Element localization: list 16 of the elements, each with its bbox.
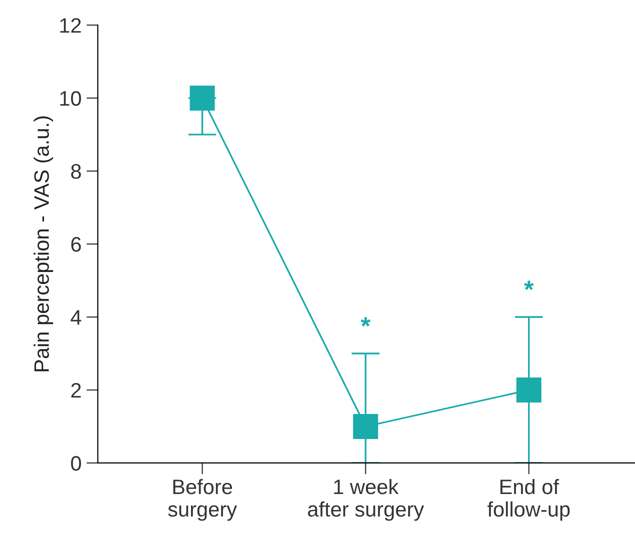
x-tick-label: 1 week after surgery [308,478,424,521]
point [190,86,215,111]
x-tick-label: Before surgery [168,478,237,521]
x-tick-label: End of follow-up [487,478,570,521]
point [516,378,542,402]
annotation: * [524,280,534,290]
y-axis-title: Pain perception - VAS (a.u.) [34,116,54,372]
y-tick-label: 12 [60,18,81,33]
y-tick-label: 2 [71,383,81,398]
y-tick-label: 4 [70,310,82,325]
y-tick-label: 0 [71,456,82,471]
y-tick-label: 6 [71,237,81,252]
y-tick-label: 10 [60,91,82,106]
point [353,414,378,439]
y-tick-label: 8 [71,164,81,179]
annotation: * [360,317,370,327]
